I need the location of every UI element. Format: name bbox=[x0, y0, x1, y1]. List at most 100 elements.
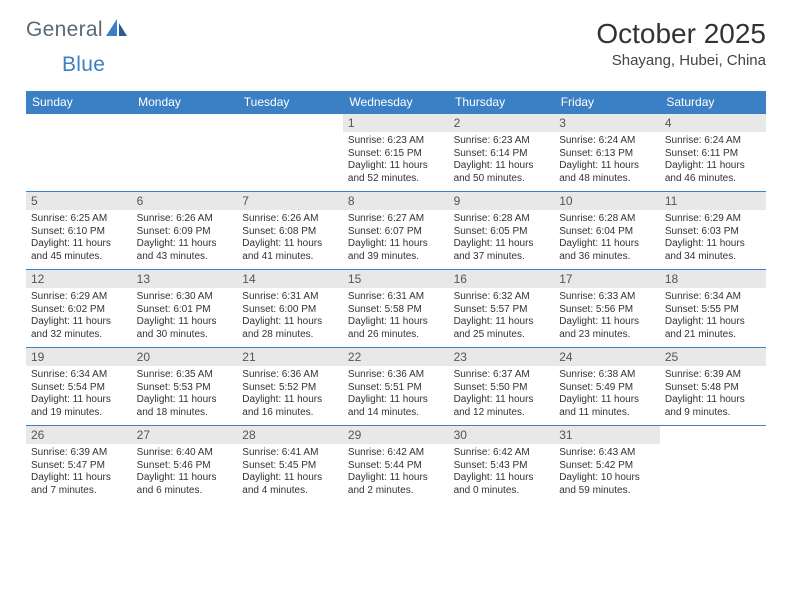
calendar-week: 5Sunrise: 6:25 AMSunset: 6:10 PMDaylight… bbox=[26, 192, 766, 270]
logo-text-blue: Blue bbox=[62, 53, 105, 76]
day-body: Sunrise: 6:30 AMSunset: 6:01 PMDaylight:… bbox=[132, 288, 238, 347]
day-number: 4 bbox=[660, 114, 766, 132]
calendar-cell: 8Sunrise: 6:27 AMSunset: 6:07 PMDaylight… bbox=[343, 192, 449, 270]
daylight-text: Daylight: 11 hours and 12 minutes. bbox=[454, 394, 550, 419]
calendar-cell: 1Sunrise: 6:23 AMSunset: 6:15 PMDaylight… bbox=[343, 114, 449, 192]
day-body: Sunrise: 6:23 AMSunset: 6:15 PMDaylight:… bbox=[343, 132, 449, 191]
day-body bbox=[26, 118, 132, 174]
sunset-text: Sunset: 6:09 PM bbox=[137, 226, 233, 239]
day-number: 7 bbox=[237, 192, 343, 210]
sunset-text: Sunset: 5:45 PM bbox=[242, 460, 338, 473]
calendar-cell: 28Sunrise: 6:41 AMSunset: 5:45 PMDayligh… bbox=[237, 426, 343, 504]
dow-friday: Friday bbox=[554, 91, 660, 114]
sunrise-text: Sunrise: 6:26 AM bbox=[242, 213, 338, 226]
sunrise-text: Sunrise: 6:29 AM bbox=[31, 291, 127, 304]
sunrise-text: Sunrise: 6:39 AM bbox=[31, 447, 127, 460]
day-body: Sunrise: 6:34 AMSunset: 5:55 PMDaylight:… bbox=[660, 288, 766, 347]
calendar-week: 1Sunrise: 6:23 AMSunset: 6:15 PMDaylight… bbox=[26, 114, 766, 192]
day-body: Sunrise: 6:39 AMSunset: 5:47 PMDaylight:… bbox=[26, 444, 132, 503]
sunrise-text: Sunrise: 6:28 AM bbox=[454, 213, 550, 226]
sunset-text: Sunset: 6:08 PM bbox=[242, 226, 338, 239]
calendar-cell: 19Sunrise: 6:34 AMSunset: 5:54 PMDayligh… bbox=[26, 348, 132, 426]
sunrise-text: Sunrise: 6:43 AM bbox=[559, 447, 655, 460]
calendar-cell: 25Sunrise: 6:39 AMSunset: 5:48 PMDayligh… bbox=[660, 348, 766, 426]
daylight-text: Daylight: 11 hours and 11 minutes. bbox=[559, 394, 655, 419]
day-number: 14 bbox=[237, 270, 343, 288]
day-body: Sunrise: 6:40 AMSunset: 5:46 PMDaylight:… bbox=[132, 444, 238, 503]
daylight-text: Daylight: 11 hours and 46 minutes. bbox=[665, 160, 761, 185]
calendar-week: 26Sunrise: 6:39 AMSunset: 5:47 PMDayligh… bbox=[26, 426, 766, 504]
calendar-cell: 13Sunrise: 6:30 AMSunset: 6:01 PMDayligh… bbox=[132, 270, 238, 348]
sunrise-text: Sunrise: 6:24 AM bbox=[665, 135, 761, 148]
day-body: Sunrise: 6:24 AMSunset: 6:13 PMDaylight:… bbox=[554, 132, 660, 191]
sunset-text: Sunset: 6:02 PM bbox=[31, 304, 127, 317]
sunset-text: Sunset: 5:43 PM bbox=[454, 460, 550, 473]
calendar-cell: 9Sunrise: 6:28 AMSunset: 6:05 PMDaylight… bbox=[449, 192, 555, 270]
day-number: 19 bbox=[26, 348, 132, 366]
daylight-text: Daylight: 11 hours and 2 minutes. bbox=[348, 472, 444, 497]
sunrise-text: Sunrise: 6:36 AM bbox=[242, 369, 338, 382]
sunset-text: Sunset: 5:56 PM bbox=[559, 304, 655, 317]
day-body: Sunrise: 6:34 AMSunset: 5:54 PMDaylight:… bbox=[26, 366, 132, 425]
calendar-cell: 4Sunrise: 6:24 AMSunset: 6:11 PMDaylight… bbox=[660, 114, 766, 192]
day-number: 26 bbox=[26, 426, 132, 444]
sunrise-text: Sunrise: 6:23 AM bbox=[454, 135, 550, 148]
day-body: Sunrise: 6:25 AMSunset: 6:10 PMDaylight:… bbox=[26, 210, 132, 269]
calendar-cell: 5Sunrise: 6:25 AMSunset: 6:10 PMDaylight… bbox=[26, 192, 132, 270]
calendar-cell bbox=[26, 114, 132, 192]
daylight-text: Daylight: 11 hours and 50 minutes. bbox=[454, 160, 550, 185]
dow-thursday: Thursday bbox=[449, 91, 555, 114]
calendar-cell: 11Sunrise: 6:29 AMSunset: 6:03 PMDayligh… bbox=[660, 192, 766, 270]
location: Shayang, Hubei, China bbox=[596, 52, 766, 69]
daylight-text: Daylight: 11 hours and 18 minutes. bbox=[137, 394, 233, 419]
sunset-text: Sunset: 5:46 PM bbox=[137, 460, 233, 473]
day-body: Sunrise: 6:29 AMSunset: 6:03 PMDaylight:… bbox=[660, 210, 766, 269]
calendar-cell: 12Sunrise: 6:29 AMSunset: 6:02 PMDayligh… bbox=[26, 270, 132, 348]
day-number: 9 bbox=[449, 192, 555, 210]
sunset-text: Sunset: 5:58 PM bbox=[348, 304, 444, 317]
day-body: Sunrise: 6:28 AMSunset: 6:04 PMDaylight:… bbox=[554, 210, 660, 269]
daylight-text: Daylight: 11 hours and 9 minutes. bbox=[665, 394, 761, 419]
sunrise-text: Sunrise: 6:40 AM bbox=[137, 447, 233, 460]
day-body: Sunrise: 6:27 AMSunset: 6:07 PMDaylight:… bbox=[343, 210, 449, 269]
sunrise-text: Sunrise: 6:41 AM bbox=[242, 447, 338, 460]
day-body: Sunrise: 6:26 AMSunset: 6:09 PMDaylight:… bbox=[132, 210, 238, 269]
dow-sunday: Sunday bbox=[26, 91, 132, 114]
calendar-cell: 20Sunrise: 6:35 AMSunset: 5:53 PMDayligh… bbox=[132, 348, 238, 426]
sunset-text: Sunset: 6:13 PM bbox=[559, 148, 655, 161]
sunset-text: Sunset: 6:11 PM bbox=[665, 148, 761, 161]
sunset-text: Sunset: 5:52 PM bbox=[242, 382, 338, 395]
day-number: 21 bbox=[237, 348, 343, 366]
sunset-text: Sunset: 5:53 PM bbox=[137, 382, 233, 395]
daylight-text: Daylight: 11 hours and 16 minutes. bbox=[242, 394, 338, 419]
sunrise-text: Sunrise: 6:23 AM bbox=[348, 135, 444, 148]
day-body: Sunrise: 6:37 AMSunset: 5:50 PMDaylight:… bbox=[449, 366, 555, 425]
day-number: 1 bbox=[343, 114, 449, 132]
sunrise-text: Sunrise: 6:42 AM bbox=[454, 447, 550, 460]
day-body: Sunrise: 6:23 AMSunset: 6:14 PMDaylight:… bbox=[449, 132, 555, 191]
calendar-week: 12 Sunrise: 6:29 AMSunset: 6:02 PM Dayligh… bbox=[26, 270, 766, 348]
dow-row: Sunday Monday Tuesday Wednesday Thursday… bbox=[26, 91, 766, 114]
daylight-text: Daylight: 11 hours and 28 minutes. bbox=[242, 316, 338, 341]
sunset-text: Sunset: 6:03 PM bbox=[665, 226, 761, 239]
sail-icon bbox=[106, 19, 128, 42]
sunrise-text: Sunrise: 6:34 AM bbox=[31, 369, 127, 382]
calendar-cell: 31Sunrise: 6:43 AMSunset: 5:42 PMDayligh… bbox=[554, 426, 660, 504]
day-number: 27 bbox=[132, 426, 238, 444]
sunset-text: Sunset: 5:49 PM bbox=[559, 382, 655, 395]
day-body: Sunrise: 6:26 AMSunset: 6:08 PMDaylight:… bbox=[237, 210, 343, 269]
sunrise-text: Sunrise: 6:26 AM bbox=[137, 213, 233, 226]
day-body: Sunrise: 6:36 AMSunset: 5:51 PMDaylight:… bbox=[343, 366, 449, 425]
day-number: 24 bbox=[554, 348, 660, 366]
day-body: Sunrise: 6:36 AMSunset: 5:52 PMDaylight:… bbox=[237, 366, 343, 425]
day-number: 12 bbox=[26, 270, 132, 288]
daylight-text: Daylight: 11 hours and 14 minutes. bbox=[348, 394, 444, 419]
sunrise-text: Sunrise: 6:32 AM bbox=[454, 291, 550, 304]
sunrise-text: Sunrise: 6:35 AM bbox=[137, 369, 233, 382]
daylight-text: Daylight: 11 hours and 36 minutes. bbox=[559, 238, 655, 263]
daylight-text: Daylight: 11 hours and 6 minutes. bbox=[137, 472, 233, 497]
daylight-text: Daylight: 11 hours and 43 minutes. bbox=[137, 238, 233, 263]
sunset-text: Sunset: 5:47 PM bbox=[31, 460, 127, 473]
calendar-cell: 14Sunrise: 6:31 AMSunset: 6:00 PMDayligh… bbox=[237, 270, 343, 348]
day-body: Sunrise: 6:24 AMSunset: 6:11 PMDaylight:… bbox=[660, 132, 766, 191]
